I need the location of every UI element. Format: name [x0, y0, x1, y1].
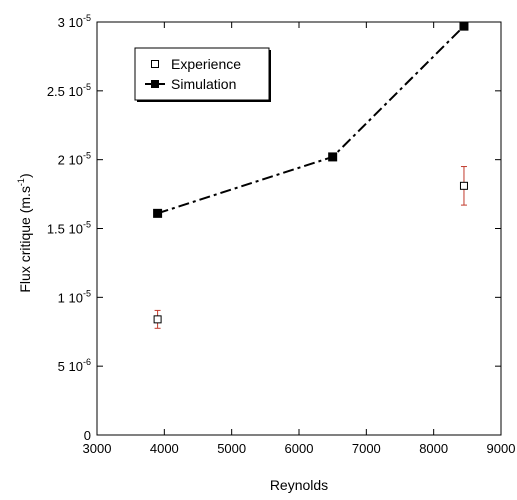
series-layer	[153, 21, 469, 329]
legend-marker-experience	[151, 60, 159, 68]
simulation-point	[153, 208, 163, 218]
x-tick-label: 6000	[285, 441, 314, 456]
x-tick-label: 3000	[83, 441, 112, 456]
x-tick-label: 5000	[217, 441, 246, 456]
legend-label: Experience	[171, 56, 241, 72]
y-axis-label: Flux critique (m.s-1)	[16, 173, 33, 292]
y-tick-label: 1.5 10-5	[47, 220, 91, 237]
y-tick-label: 5 10-6	[58, 357, 91, 374]
legend-marker-simulation	[151, 80, 159, 88]
y-tick-label: 0	[84, 428, 91, 443]
x-tick-label: 9000	[487, 441, 516, 456]
experience-point	[459, 181, 468, 190]
x-tick-label: 4000	[150, 441, 179, 456]
y-axis-ticks: 0 5 10-6 1 10-5 1.5 10-5 2 10-5 2.5 10-5 3 10-…	[47, 13, 501, 443]
x-tick-label: 8000	[419, 441, 448, 456]
simulation-point	[459, 21, 469, 31]
x-axis-ticks: 3000 4000 5000 6000 7000 8000 9000	[83, 22, 516, 456]
legend-box	[134, 47, 270, 101]
experience-point	[153, 315, 162, 324]
y-tick-label: 3 10-5	[58, 13, 91, 30]
y-tick-label: 2 10-5	[58, 151, 91, 168]
x-axis-label: Reynolds	[270, 477, 328, 493]
legend-label: Simulation	[171, 76, 236, 92]
simulation-point	[328, 152, 338, 162]
y-tick-label: 2.5 10-5	[47, 82, 91, 99]
legend: Experience Simulation	[134, 47, 271, 102]
x-tick-label: 7000	[352, 441, 381, 456]
y-tick-label: 1 10-5	[58, 288, 91, 305]
